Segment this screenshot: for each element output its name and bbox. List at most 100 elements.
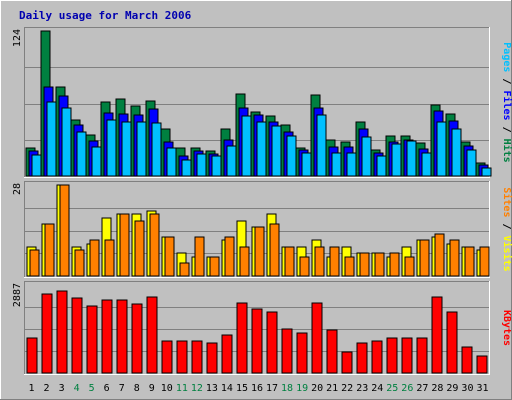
panel-side-label: Pages / Files / Hits [501, 42, 512, 162]
bar-pages-day-11 [181, 159, 192, 177]
bar-kbytes-day-27 [416, 337, 428, 374]
bar-pages-day-26 [406, 140, 417, 177]
day-label-16: 16 [251, 383, 263, 394]
bar-sites-day-17 [269, 223, 280, 277]
panel-pages-files-hits: 124 Pages / Files / Hits [12, 27, 512, 178]
bar-sites-day-3 [59, 184, 70, 277]
bar-pages-day-23 [361, 136, 372, 177]
day-label-20: 20 [311, 383, 323, 394]
day-label-11: 11 [176, 383, 188, 394]
bar-sites-day-9 [149, 213, 160, 277]
bar-kbytes-day-4 [71, 297, 83, 374]
bar-pages-day-6 [106, 119, 117, 177]
side-label-segment: Sites [501, 187, 512, 217]
bar-sites-day-29 [449, 239, 460, 277]
bar-pages-day-9 [151, 122, 162, 177]
bar-sites-day-1 [29, 249, 40, 277]
bar-sites-day-25 [389, 252, 400, 277]
side-label-segment: / [501, 72, 512, 90]
bar-kbytes-day-1 [26, 337, 38, 374]
bar-sites-day-15 [239, 246, 250, 277]
day-label-7: 7 [119, 383, 125, 394]
day-label-12: 12 [191, 383, 203, 394]
bar-kbytes-day-2 [41, 293, 53, 374]
day-label-1: 1 [29, 383, 35, 394]
day-label-18: 18 [281, 383, 293, 394]
panel-max-label: 2887 [12, 283, 23, 307]
day-label-13: 13 [206, 383, 218, 394]
bar-kbytes-day-13 [206, 342, 218, 374]
bar-sites-day-20 [314, 246, 325, 277]
day-label-25: 25 [386, 383, 398, 394]
day-label-9: 9 [149, 383, 155, 394]
bar-pages-day-28 [436, 121, 447, 177]
panel-max-label: 124 [12, 29, 23, 47]
bar-pages-day-24 [376, 155, 387, 177]
bar-kbytes-day-17 [266, 311, 278, 374]
bar-sites-day-6 [104, 239, 115, 277]
bar-kbytes-day-24 [371, 340, 383, 374]
bar-sites-day-10 [164, 236, 175, 277]
panel-kbytes: 2887 KBytes [12, 281, 512, 375]
day-label-2: 2 [44, 383, 50, 394]
bar-pages-day-4 [76, 131, 87, 177]
day-label-30: 30 [461, 383, 473, 394]
bar-kbytes-day-20 [311, 302, 323, 374]
day-label-6: 6 [104, 383, 110, 394]
day-label-19: 19 [296, 383, 308, 394]
bar-pages-day-21 [331, 152, 342, 177]
bar-kbytes-day-19 [296, 332, 308, 374]
bar-sites-day-18 [284, 246, 295, 277]
day-label-27: 27 [416, 383, 428, 394]
bar-pages-day-13 [211, 155, 222, 177]
bar-sites-day-27 [419, 239, 430, 277]
bar-pages-day-8 [136, 121, 147, 177]
bar-sites-day-5 [89, 239, 100, 277]
bar-pages-day-1 [31, 154, 42, 177]
bar-kbytes-day-9 [146, 296, 158, 374]
panel-side-label: KBytes [501, 310, 512, 346]
bar-sites-day-31 [479, 246, 490, 277]
bar-pages-day-18 [286, 135, 297, 177]
bar-pages-day-17 [271, 125, 282, 177]
bar-pages-day-27 [421, 152, 432, 177]
bar-pages-day-14 [226, 145, 237, 177]
side-label-segment: KBytes [501, 310, 512, 346]
bar-sites-day-19 [299, 256, 310, 277]
bar-pages-day-22 [346, 152, 357, 177]
bar-kbytes-day-31 [476, 355, 488, 374]
bar-sites-day-2 [44, 223, 55, 277]
bar-pages-day-5 [91, 146, 102, 177]
bar-sites-day-4 [74, 249, 85, 277]
day-label-26: 26 [401, 383, 413, 394]
bar-pages-day-15 [241, 115, 252, 177]
day-label-28: 28 [431, 383, 443, 394]
day-label-23: 23 [356, 383, 368, 394]
day-label-4: 4 [74, 383, 80, 394]
bar-pages-day-2 [46, 101, 57, 177]
bar-kbytes-day-23 [356, 342, 368, 374]
bar-kbytes-day-8 [131, 303, 143, 374]
day-label-5: 5 [89, 383, 95, 394]
bar-pages-day-31 [481, 167, 492, 177]
side-label-segment: Pages [501, 42, 512, 72]
day-label-24: 24 [371, 383, 383, 394]
bar-kbytes-day-7 [116, 299, 128, 374]
side-label-segment: Hits [501, 139, 512, 163]
day-label-14: 14 [221, 383, 233, 394]
bar-pages-day-30 [466, 149, 477, 177]
bar-pages-day-20 [316, 114, 327, 177]
bar-sites-day-28 [434, 233, 445, 277]
bar-kbytes-day-25 [386, 337, 398, 374]
bar-sites-day-7 [119, 213, 130, 277]
bar-sites-day-21 [329, 246, 340, 277]
bar-kbytes-day-18 [281, 328, 293, 374]
panel-sites-visits: 28 Sites / Visits [12, 181, 512, 278]
bar-pages-day-19 [301, 152, 312, 177]
bar-kbytes-day-22 [341, 351, 353, 374]
bar-kbytes-day-28 [431, 296, 443, 374]
day-label-17: 17 [266, 383, 278, 394]
bar-pages-day-10 [166, 147, 177, 177]
bar-pages-day-3 [61, 107, 72, 177]
side-label-segment: / [501, 217, 512, 235]
